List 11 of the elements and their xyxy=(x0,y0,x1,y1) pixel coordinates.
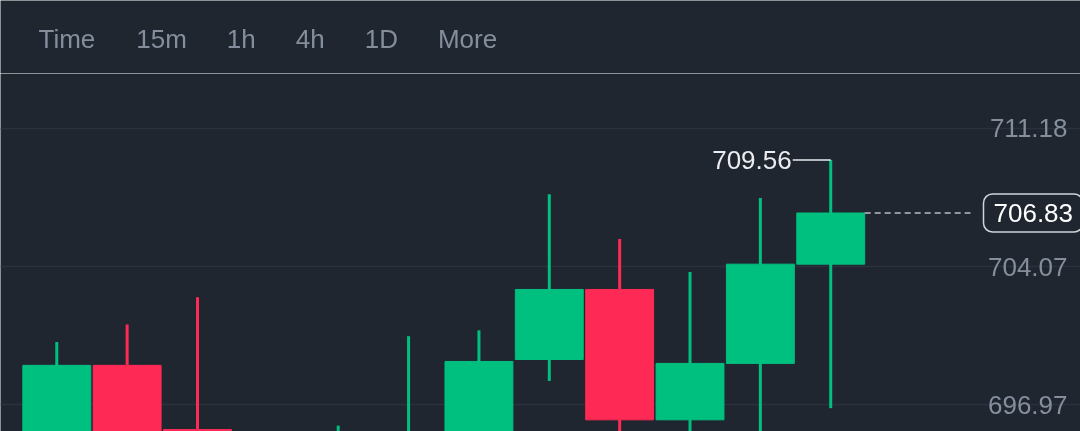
text: Time xyxy=(38,23,96,54)
text: 15m xyxy=(136,23,187,54)
text: 1h xyxy=(226,23,256,54)
y-tick-label: 704.07 xyxy=(987,251,1068,282)
text: 1D xyxy=(364,23,398,54)
text: 4h xyxy=(295,23,325,54)
y-tick-label: 696.97 xyxy=(987,389,1068,420)
annotation: 709.56 xyxy=(712,144,792,175)
y-tick-label: 711.18 xyxy=(989,113,1068,144)
ref-line-label: 706.83 xyxy=(993,198,1074,228)
text: More xyxy=(437,23,498,54)
